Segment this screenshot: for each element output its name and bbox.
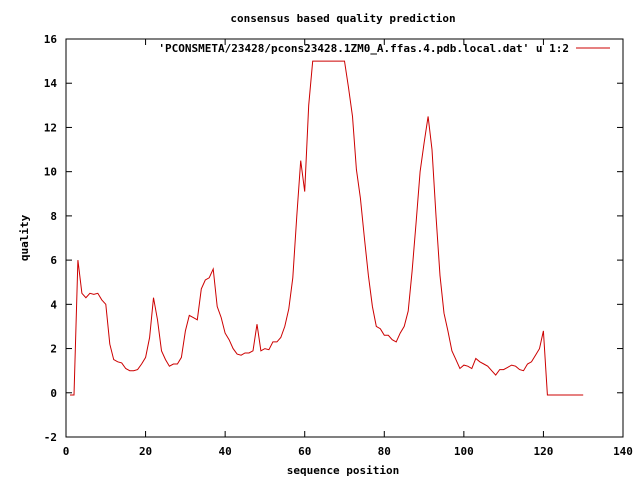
- x-axis-label: sequence position: [287, 464, 400, 477]
- y-tick-label: -2: [44, 431, 57, 444]
- x-tick-label: 0: [63, 445, 70, 458]
- y-axis-label: quality: [18, 214, 31, 261]
- legend-label: 'PCONSMETA/23428/pcons23428.1ZM0_A.ffas.…: [158, 42, 569, 55]
- series-line: [70, 60, 584, 396]
- axis-tick-labels: 0 20 40 60 80 100 120 140 -2 0 2 4 6 8 10 12 14 16: [44, 33, 633, 458]
- y-tick-label: 6: [50, 254, 57, 267]
- chart-title: consensus based quality prediction: [230, 12, 455, 25]
- x-tick-label: 120: [533, 445, 553, 458]
- legend: 'PCONSMETA/23428/pcons23428.1ZM0_A.ffas.…: [158, 42, 610, 55]
- x-tick-label: 40: [219, 445, 232, 458]
- y-tick-label: 12: [44, 121, 57, 134]
- x-tick-label: 20: [139, 445, 152, 458]
- y-tick-label: 16: [44, 33, 58, 46]
- y-tick-label: 10: [44, 166, 57, 179]
- y-tick-label: 8: [50, 210, 57, 223]
- y-tick-label: 14: [44, 77, 58, 90]
- plot-frame: [65, 38, 624, 438]
- x-tick-label: 140: [613, 445, 633, 458]
- axis-ticks: [65, 38, 624, 438]
- x-tick-label: 60: [298, 445, 311, 458]
- x-tick-label: 100: [454, 445, 474, 458]
- y-tick-label: 4: [50, 298, 57, 311]
- y-tick-label: 0: [50, 387, 57, 400]
- x-tick-label: 80: [378, 445, 391, 458]
- series-layer: [70, 60, 584, 396]
- y-tick-label: 2: [50, 343, 57, 356]
